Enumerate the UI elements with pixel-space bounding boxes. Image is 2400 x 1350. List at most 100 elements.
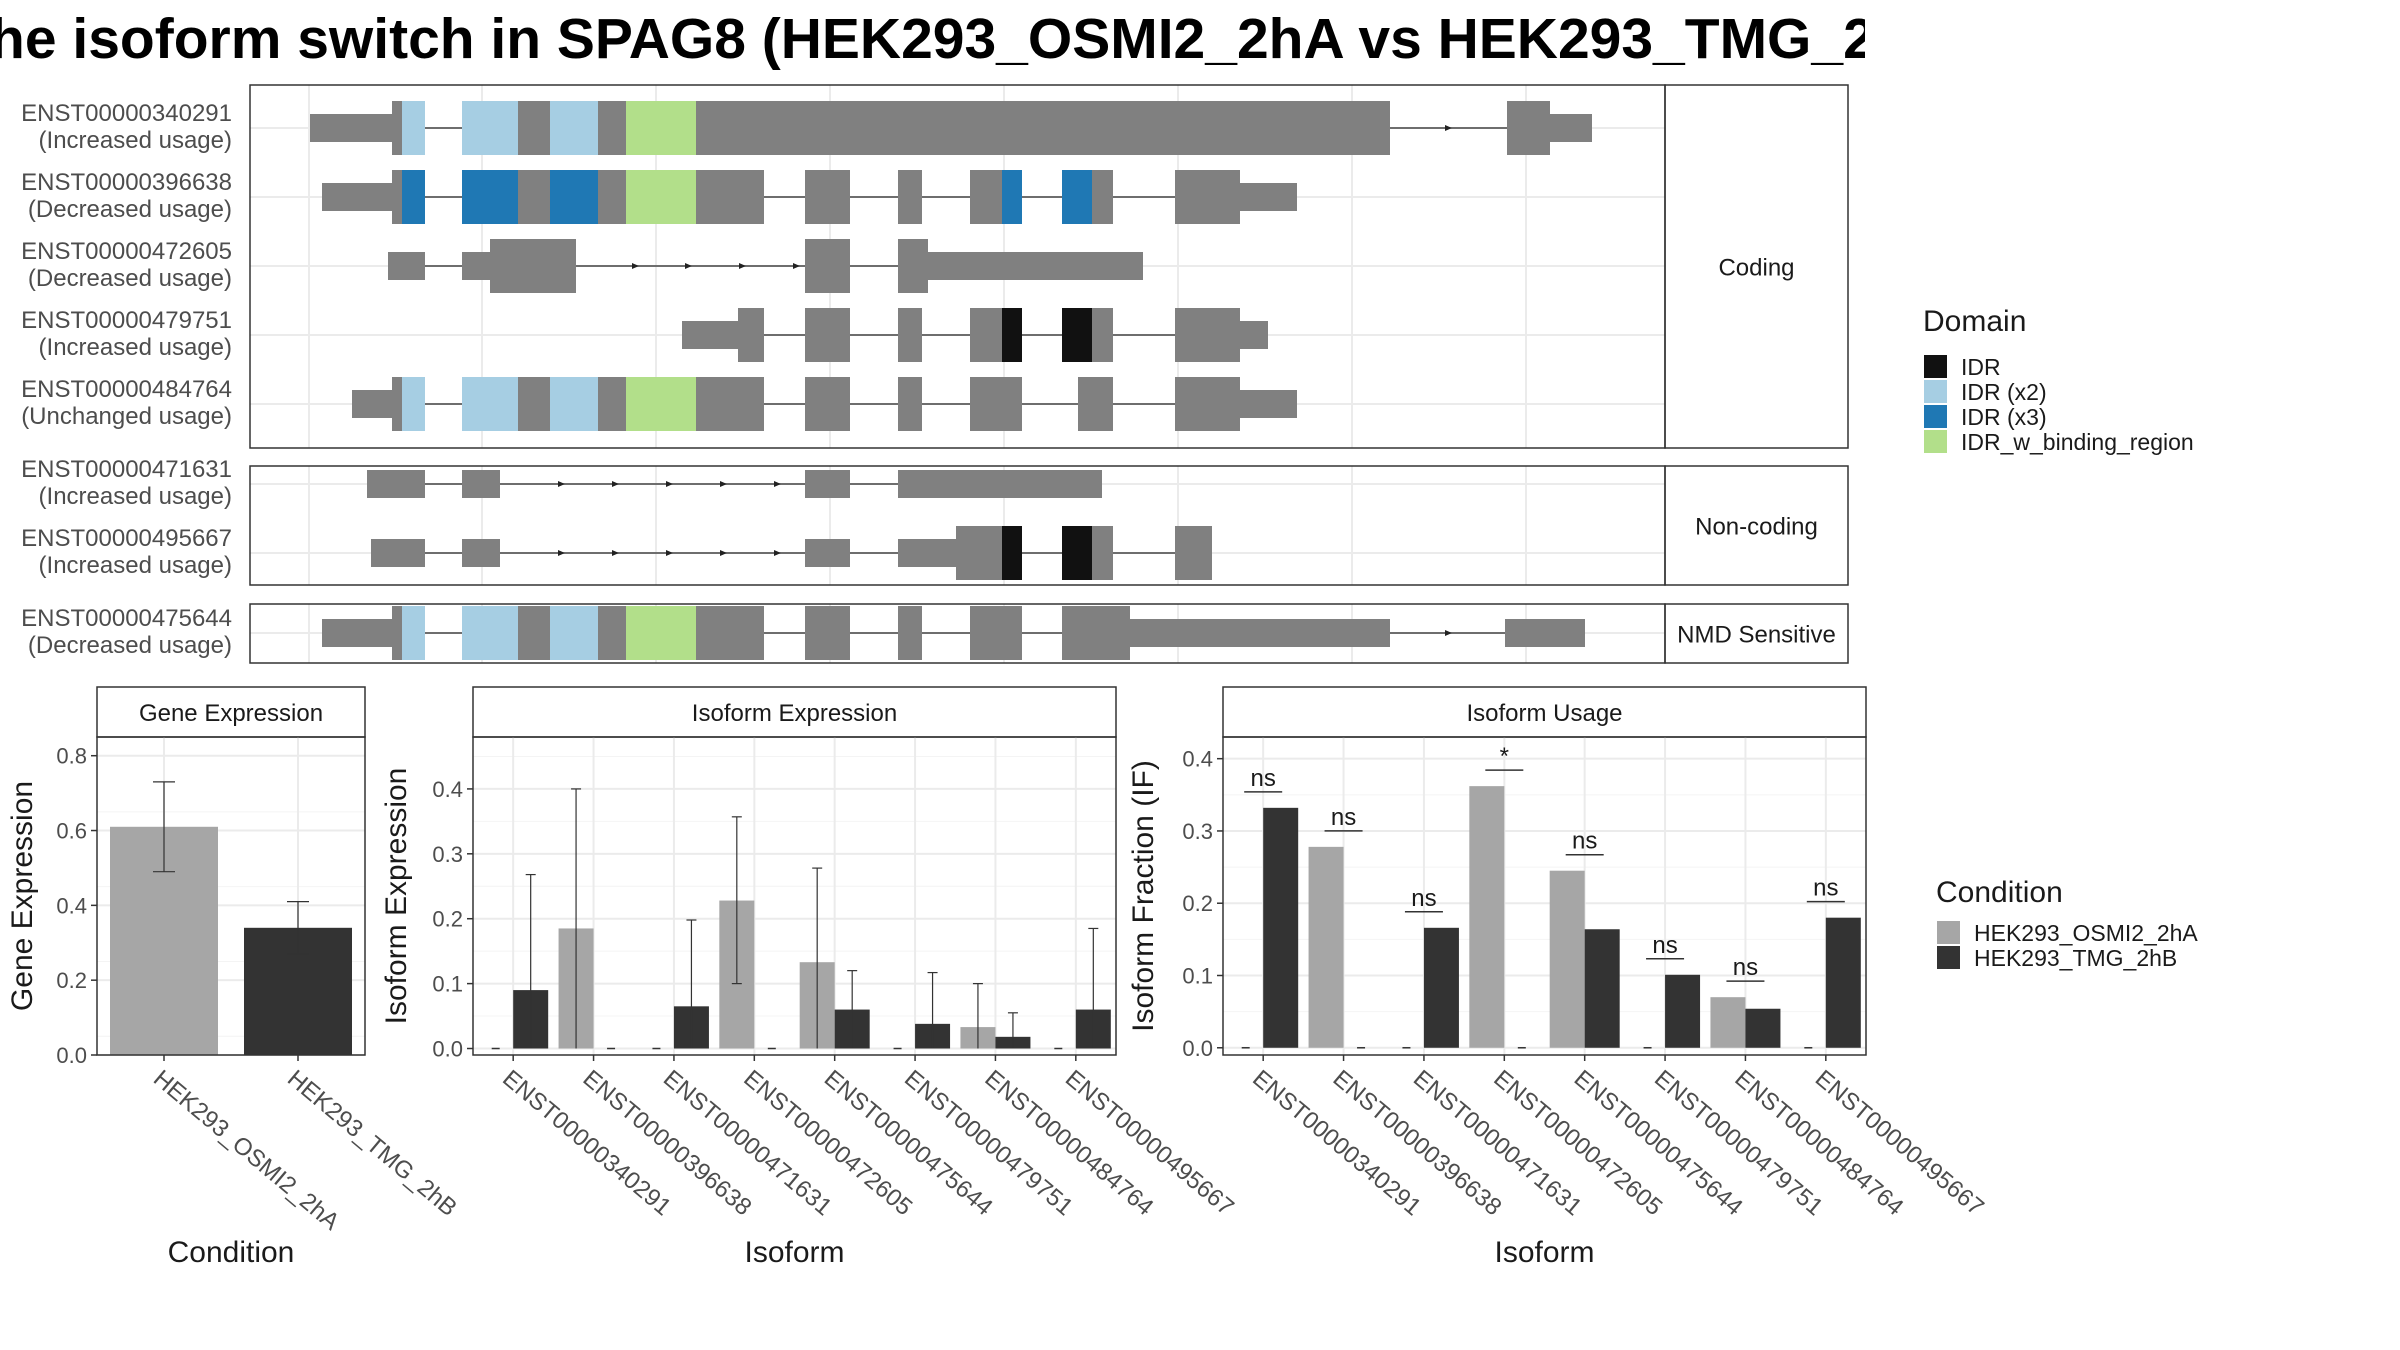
exon	[682, 321, 740, 349]
domain-block	[402, 606, 425, 660]
x-axis-title: Condition	[168, 1236, 295, 1269]
intron-arrow	[558, 481, 565, 487]
domain-block	[462, 377, 518, 431]
exon	[490, 239, 576, 293]
transcript-ENST00000471631	[367, 470, 1102, 498]
domain-block	[626, 606, 696, 660]
bar	[1263, 807, 1299, 1048]
domain-block	[1002, 170, 1022, 224]
significance-label: ns	[1652, 932, 1677, 959]
domain-block	[1062, 526, 1092, 580]
transcript-ENST00000472605	[388, 239, 1143, 293]
transcript-id-label: ENST00000495667	[21, 525, 232, 552]
exon	[1240, 183, 1297, 211]
legend-label: IDR (x2)	[1961, 379, 2047, 405]
panel-strip-label: Coding	[1718, 255, 1794, 282]
exon	[388, 252, 425, 280]
intron-arrow	[612, 550, 619, 556]
y-tick-label: 0.4	[432, 777, 463, 802]
intron-arrow	[739, 263, 746, 269]
exon	[1355, 106, 1390, 150]
exon	[805, 377, 850, 431]
transcript-id-label: ENST00000396638	[21, 169, 232, 196]
transcript-usage-label: (Increased usage)	[39, 334, 232, 361]
transcript-id-label: ENST00000484764	[21, 376, 232, 403]
transcript-id-label: ENST00000340291	[21, 100, 232, 127]
significance-label: *	[1500, 743, 1509, 770]
y-tick-label: 0.1	[1182, 964, 1213, 989]
exon	[1062, 606, 1130, 660]
exon	[1550, 114, 1592, 142]
intron-arrow	[685, 263, 692, 269]
bar	[1745, 1008, 1781, 1048]
intron-arrow	[632, 263, 639, 269]
chart-title: he isoform switch in SPAG8 (HEK293_OSMI2…	[0, 7, 1865, 71]
bar	[1710, 997, 1746, 1048]
intron-arrow	[558, 550, 565, 556]
y-axis-title: Isoform Fraction (IF)	[1127, 760, 1160, 1032]
panel-strip	[472, 686, 1117, 738]
domain-block	[402, 101, 425, 155]
transcript-usage-label: (Decreased usage)	[28, 632, 232, 659]
y-tick-label: 0.3	[432, 842, 463, 867]
panel-border	[249, 603, 1666, 664]
domain-block	[402, 377, 425, 431]
transcript-usage-label: (Decreased usage)	[28, 265, 232, 292]
transcript-id-label: ENST00000475644	[21, 605, 232, 632]
intron-arrow	[666, 481, 673, 487]
panel-strip-label: Gene Expression	[139, 700, 323, 727]
exon	[462, 539, 500, 567]
panel-strip-label: Isoform Usage	[1466, 700, 1622, 727]
legend-label: HEK293_TMG_2hB	[1974, 945, 2177, 971]
exon	[898, 308, 922, 362]
bar-panel-2: Isoform Expression0.00.10.20.30.4ENST000…	[380, 686, 1239, 1269]
intron-arrow	[720, 550, 727, 556]
significance-label: ns	[1813, 875, 1838, 902]
intron-arrow	[774, 481, 781, 487]
panel-strip	[96, 686, 366, 738]
domain-block	[550, 170, 598, 224]
exon	[898, 377, 922, 431]
exon	[462, 101, 1390, 155]
y-tick-label: 0.3	[1182, 819, 1213, 844]
exon	[898, 170, 922, 224]
legend-label: IDR	[1961, 354, 2001, 380]
domain-block	[550, 101, 598, 155]
legend-swatch	[1937, 946, 1960, 969]
exon	[1507, 101, 1550, 155]
panel-border	[249, 84, 1666, 449]
transcript-usage-label: (Increased usage)	[39, 127, 232, 154]
transcript-usage-label: (Unchanged usage)	[21, 403, 232, 430]
exon	[898, 239, 928, 293]
bar	[1469, 786, 1505, 1048]
transcript-ENST00000495667	[371, 526, 1212, 580]
exon	[367, 470, 425, 498]
panel-strip-label: Isoform Expression	[692, 700, 897, 727]
exon	[1078, 377, 1113, 431]
legend-label: IDR_w_binding_region	[1961, 429, 2194, 455]
panel-border	[472, 736, 1117, 1056]
legend-swatch	[1924, 430, 1947, 453]
domain-block	[1002, 308, 1022, 362]
transcript-usage-label: (Decreased usage)	[28, 196, 232, 223]
domain-block	[1062, 308, 1092, 362]
bar	[1308, 846, 1344, 1048]
legend-swatch	[1924, 380, 1947, 403]
legend-swatch	[1924, 405, 1947, 428]
intron-arrow	[774, 550, 781, 556]
transcript-id-label: ENST00000472605	[21, 238, 232, 265]
legend-label: IDR (x3)	[1961, 404, 2047, 430]
exon	[1240, 390, 1297, 418]
exon	[371, 539, 425, 567]
y-tick-label: 0.0	[56, 1043, 87, 1068]
exon	[928, 252, 1143, 280]
panel-border	[96, 736, 366, 1056]
exon	[738, 308, 764, 362]
intron-arrow	[793, 263, 800, 269]
transcript-ENST00000479751	[682, 308, 1268, 362]
domain-block	[626, 377, 696, 431]
transcript-usage-label: (Increased usage)	[39, 483, 232, 510]
exon	[1505, 619, 1585, 647]
panel-border	[1222, 736, 1867, 1056]
domain-block	[1002, 526, 1022, 580]
